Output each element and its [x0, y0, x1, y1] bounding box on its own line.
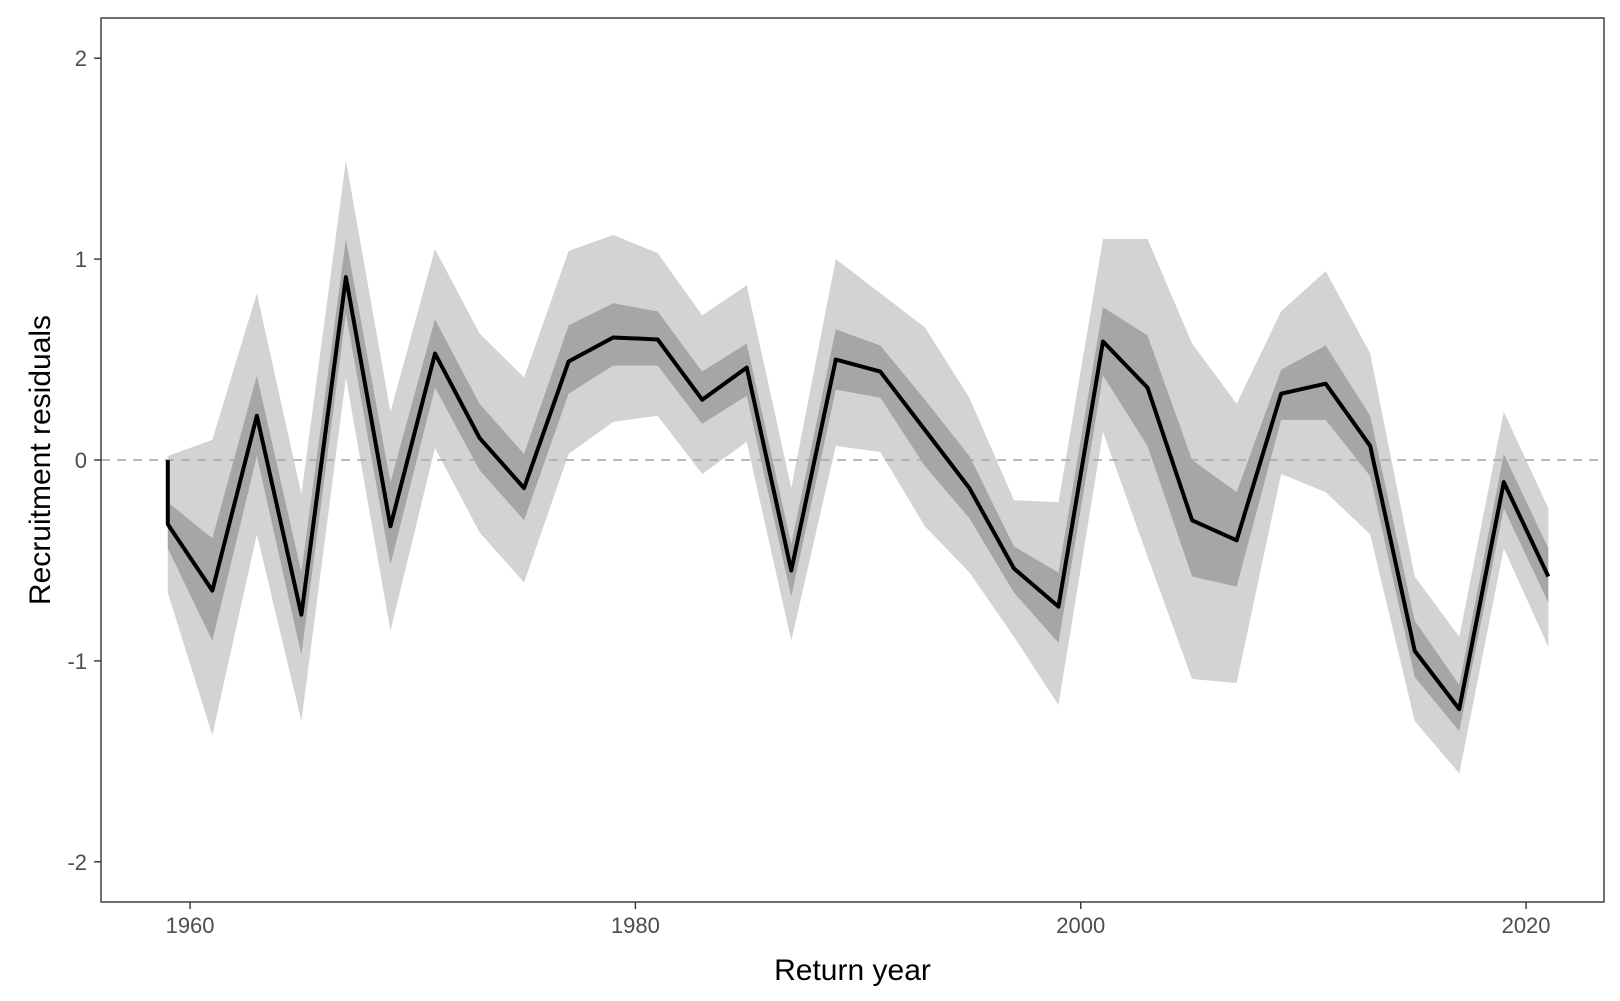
bands-layer — [167, 160, 1549, 774]
y-tick-label: 2 — [75, 46, 87, 71]
outer-band-ribbon — [167, 160, 1549, 774]
inner-band-ribbon — [167, 239, 1549, 732]
x-tick-label: 2000 — [1056, 913, 1105, 938]
x-axis-title: Return year — [774, 954, 931, 987]
median-line — [165, 275, 1551, 712]
y-tick-label: -2 — [67, 850, 87, 875]
x-tick-label: 1980 — [611, 913, 660, 938]
median-line-layer — [165, 275, 1551, 712]
y-tick-label: 1 — [75, 247, 87, 272]
x-tick-label: 1960 — [166, 913, 215, 938]
y-axis-title: Recruitment residuals — [24, 315, 57, 605]
y-tick-label: 0 — [75, 448, 87, 473]
y-tick-label: -1 — [67, 649, 87, 674]
x-axis: 1960 1980 2000 2020 — [166, 902, 1551, 938]
x-tick-label: 2020 — [1502, 913, 1551, 938]
y-axis: -2 -1 0 1 2 — [67, 46, 101, 875]
